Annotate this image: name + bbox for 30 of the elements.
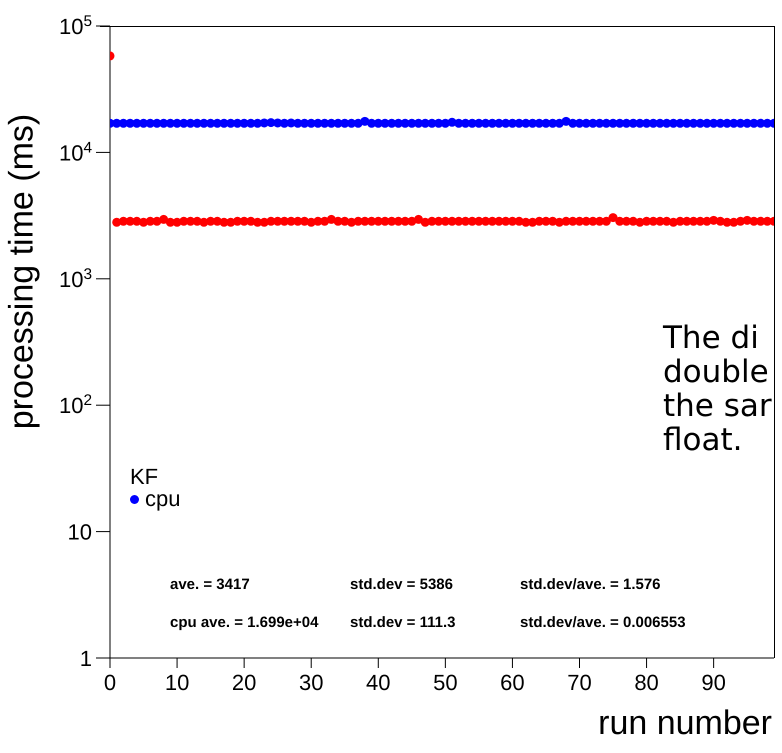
x-tick-label: 10 — [164, 670, 190, 695]
x-tick-label: 70 — [567, 670, 592, 695]
x-tick-label: 0 — [104, 670, 116, 695]
x-tick-label: 40 — [366, 670, 391, 695]
x-tick-label: 60 — [500, 670, 525, 695]
y-tick-label: 10 — [68, 520, 92, 545]
x-tick-label: 50 — [433, 670, 458, 695]
legend-title: KF — [130, 464, 160, 489]
x-tick-label: 30 — [298, 670, 324, 695]
y-tick-label: 10$^{5}$ — [58, 12, 92, 39]
legend-label: cpu — [145, 486, 180, 511]
annotation: float. — [663, 422, 744, 458]
annotation: std.dev/ave. = 0.006553 — [520, 614, 686, 631]
y-axis-title: processing time (ms) — [2, 113, 42, 429]
y-tick-label: 10$^{2}$ — [58, 392, 92, 418]
annotation: std.dev = 5386 — [350, 576, 453, 593]
y-tick-label: 10$^{3}$ — [58, 265, 92, 292]
annotation: double — [663, 354, 770, 390]
x-tick-label: 90 — [701, 670, 726, 695]
x-tick-label: 80 — [634, 670, 659, 695]
x-tick-label: 20 — [232, 670, 256, 695]
y-tick-label: 10$^{4}$ — [58, 138, 92, 166]
annotation: ave. = 3417 — [170, 576, 250, 593]
x-axis-title: run number — [598, 704, 772, 743]
annotation: the sar — [663, 388, 772, 424]
annotation: The di — [663, 320, 760, 356]
annotation: cpu ave. = 1.699e+04 — [170, 614, 318, 631]
y-tick-label: 1 — [80, 646, 92, 671]
annotation: std.dev = 111.3 — [350, 614, 456, 631]
annotation: std.dev/ave. = 1.576 — [520, 576, 661, 593]
